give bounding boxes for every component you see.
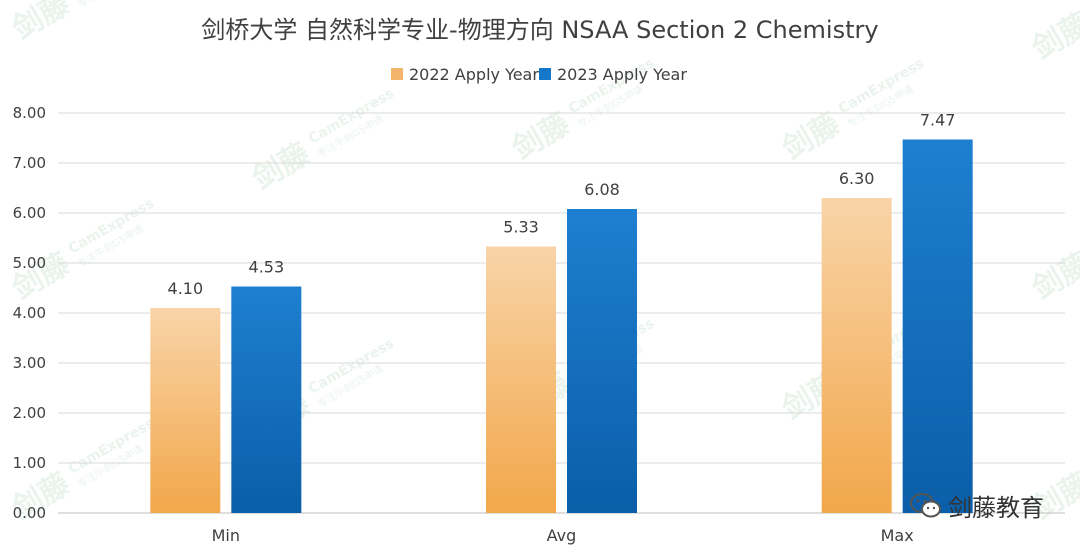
bar-min-2023 (231, 286, 302, 513)
logo-text: 剑藤教育 (948, 494, 1044, 522)
watermark-brand: 剑藤 (1027, 246, 1080, 307)
y-tick-label: 3.00 (13, 354, 46, 372)
grid (58, 112, 1065, 514)
data-label: 7.47 (920, 111, 956, 130)
chart-title: 剑桥大学 自然科学专业-物理方向 NSAA Section 2 Chemistr… (201, 16, 878, 44)
data-label: 6.08 (584, 180, 620, 199)
watermark-brand: 剑藤 (247, 136, 317, 197)
bars: 4.10 4.53 5.33 6.08 6.30 7.47 (150, 111, 973, 513)
y-tick-label: 7.00 (13, 154, 46, 172)
bar-max-2022 (821, 198, 892, 513)
bar-min-2022 (150, 308, 221, 513)
y-tick-label: 8.00 (13, 104, 46, 122)
legend-label-2023: 2023 Apply Year (557, 65, 687, 84)
data-label: 5.33 (503, 218, 539, 237)
y-tick-label: 6.00 (13, 204, 46, 222)
y-tick-label: 5.00 (13, 254, 46, 272)
y-axis: 0.00 1.00 2.00 3.00 4.00 5.00 6.00 7.00 8.00 (13, 104, 46, 522)
x-tick-label: Min (212, 526, 240, 545)
brand-logo: 剑藤教育 (910, 488, 1044, 523)
data-label: 6.30 (839, 169, 875, 188)
bar-avg-2022 (486, 246, 556, 513)
y-tick-label: 2.00 (13, 404, 46, 422)
watermark-tagline: 专注牛剑G5申请 (75, 0, 146, 10)
wechat-icon (910, 492, 941, 517)
data-label: 4.10 (168, 279, 204, 298)
x-tick-label: Avg (547, 526, 577, 545)
y-tick-label: 4.00 (13, 304, 46, 322)
x-tick-label: Max (881, 526, 914, 545)
legend: 2022 Apply Year 2023 Apply Year (391, 65, 687, 84)
legend-label-2022: 2022 Apply Year (409, 65, 539, 84)
bar-avg-2023 (567, 209, 637, 513)
legend-swatch-2023 (539, 68, 551, 80)
watermark-brand: 剑藤 (7, 0, 77, 47)
watermark-brand: 剑藤 (507, 106, 577, 167)
watermark-brand: 剑藤 (777, 106, 847, 167)
x-axis: Min Avg Max (212, 526, 914, 545)
data-label: 4.53 (249, 258, 285, 277)
bar-max-2023 (902, 139, 973, 513)
y-tick-label: 1.00 (13, 454, 46, 472)
y-tick-label: 0.00 (13, 504, 46, 522)
watermark-brand: 剑藤 (1027, 6, 1080, 67)
legend-swatch-2022 (391, 68, 403, 80)
